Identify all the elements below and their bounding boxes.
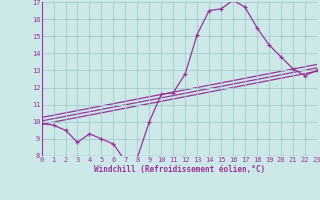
- X-axis label: Windchill (Refroidissement éolien,°C): Windchill (Refroidissement éolien,°C): [94, 165, 265, 174]
